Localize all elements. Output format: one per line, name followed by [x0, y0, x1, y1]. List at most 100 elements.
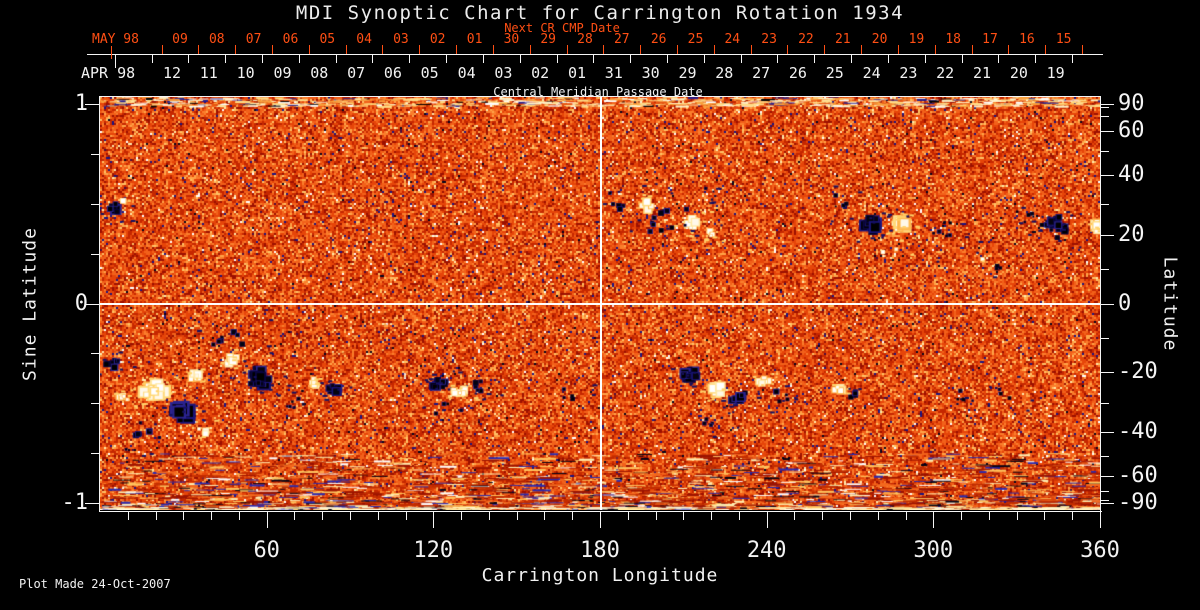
right-axis-major-tick [1101, 503, 1114, 504]
top-axis-white-tick [851, 55, 853, 63]
cmp-day-label: 29 [678, 64, 697, 82]
top-axis-white-tick [409, 55, 411, 63]
right-axis-minor-tick [1101, 500, 1109, 501]
bottom-axis-minor-tick [738, 512, 740, 520]
right-axis-major-tick [1101, 371, 1114, 373]
bottom-axis-minor-tick [683, 512, 685, 520]
next-cr-day-label: 16 [1019, 32, 1035, 47]
bottom-axis-tick-label: 240 [746, 538, 787, 563]
central-meridian-line [600, 97, 602, 510]
bottom-axis-major-tick [600, 512, 601, 528]
top-axis-white-tick [519, 55, 521, 63]
top-axis-red-tick [308, 45, 310, 54]
bottom-axis-minor-tick [655, 512, 657, 520]
bottom-axis-minor-tick [711, 512, 713, 520]
top-axis-line [87, 54, 1103, 55]
top-axis-white-tick [225, 55, 227, 63]
bottom-axis-minor-tick [488, 512, 490, 520]
next-cr-day-label: 04 [356, 32, 372, 47]
bottom-axis-minor-tick [461, 512, 463, 520]
next-cr-day-label: 18 [945, 32, 962, 47]
next-cr-day-label: 15 [1055, 32, 1072, 47]
right-axis-minor-tick [1101, 116, 1109, 117]
top-axis-red-tick [934, 45, 936, 54]
bottom-axis-minor-tick [183, 512, 185, 520]
left-axis-minor-tick [91, 253, 100, 255]
right-axis-line [1100, 96, 1101, 526]
bottom-axis-minor-tick [127, 512, 129, 520]
bottom-axis-major-tick [266, 512, 268, 528]
right-axis-major-tick [1101, 476, 1114, 478]
top-axis-white-tick [777, 55, 779, 63]
cmp-day-label: 07 [347, 64, 366, 82]
next-cr-day-label: 30 [503, 32, 520, 47]
cmp-day-label: 27 [752, 64, 771, 82]
top-axis-red-tick [750, 45, 752, 54]
bottom-axis-minor-tick [377, 512, 379, 520]
top-axis-red-tick [198, 45, 200, 54]
top-axis-white-tick [262, 55, 263, 63]
left-axis-tick-label: -1 [61, 490, 89, 515]
top-axis-red-tick [566, 45, 568, 54]
top-axis-red-tick [1082, 45, 1083, 54]
top-axis-red-tick [529, 45, 531, 54]
bottom-axis-minor-tick [211, 512, 213, 520]
bottom-axis-tick-label: 120 [413, 538, 454, 563]
next-cr-day-label: 20 [871, 32, 888, 47]
next-cr-day-label: 05 [319, 32, 336, 47]
right-axis-minor-tick [1101, 403, 1109, 405]
top-axis-red-tick [1008, 45, 1010, 54]
bottom-axis-minor-tick [572, 512, 574, 520]
bottom-axis-line [99, 511, 1102, 512]
right-axis-tick-label: 40 [1118, 162, 1145, 188]
bottom-axis-minor-tick [1016, 512, 1018, 520]
bottom-axis-minor-tick [627, 512, 629, 520]
right-axis-major-tick [1101, 104, 1114, 105]
next-cr-day-label: 08 [208, 32, 225, 47]
right-axis-tick-label: 90 [1118, 91, 1145, 116]
top-axis-white-tick [961, 55, 963, 63]
left-axis-minor-tick [91, 153, 100, 155]
bottom-axis-minor-tick [961, 512, 963, 520]
top-axis-white-tick [667, 55, 668, 63]
cmp-day-label: 19 [1046, 64, 1065, 82]
bottom-axis-minor-tick [988, 512, 990, 520]
top-axis-red-tick [677, 45, 678, 54]
bottom-axis-minor-tick [322, 512, 324, 520]
right-axis-tick-label: 0 [1118, 290, 1132, 316]
top-axis-red-tick [861, 45, 863, 54]
right-axis-minor-tick [1101, 203, 1109, 205]
bottom-axis-major-tick [1100, 512, 1101, 528]
top-axis-red-tick [161, 45, 163, 54]
top-axis-white-tick [814, 55, 816, 63]
map-top-border [99, 96, 1101, 97]
cmp-day-label: 24 [862, 64, 881, 82]
cmp-day-label: 01 [567, 64, 587, 82]
cmp-day-label: 06 [383, 64, 402, 82]
bottom-axis-major-tick [766, 512, 768, 528]
next-cr-day-label: 22 [798, 32, 814, 47]
top-axis-white-tick [446, 55, 448, 63]
cmp-day-label: 26 [788, 64, 807, 82]
left-axis-major-tick [85, 503, 100, 504]
top-axis-red-month-tick [111, 46, 112, 59]
sine-latitude-axis-label: Sine Latitude [19, 227, 41, 381]
cmp-day-label: 08 [310, 64, 329, 82]
next-cr-day-label: 24 [724, 32, 741, 47]
cmp-day-label: 10 [236, 64, 255, 82]
top-axis-white-tick [556, 55, 558, 63]
next-cr-day-label: 27 [613, 32, 630, 47]
bottom-axis-tick-label: 180 [580, 538, 620, 563]
left-axis-minor-tick [91, 403, 100, 405]
cmp-day-label: 09 [273, 64, 292, 82]
cmp-day-label: 28 [715, 64, 734, 82]
top-axis-white-tick [372, 55, 374, 63]
next-cr-day-label: 17 [982, 32, 998, 47]
right-axis-major-tick [1101, 235, 1114, 237]
bottom-axis-minor-tick [822, 512, 824, 520]
cmp-month-label: APR 98 [81, 64, 136, 82]
next-cr-day-label: 25 [687, 32, 704, 47]
top-axis-red-tick [787, 45, 789, 54]
cmp-day-label: 23 [899, 64, 918, 82]
